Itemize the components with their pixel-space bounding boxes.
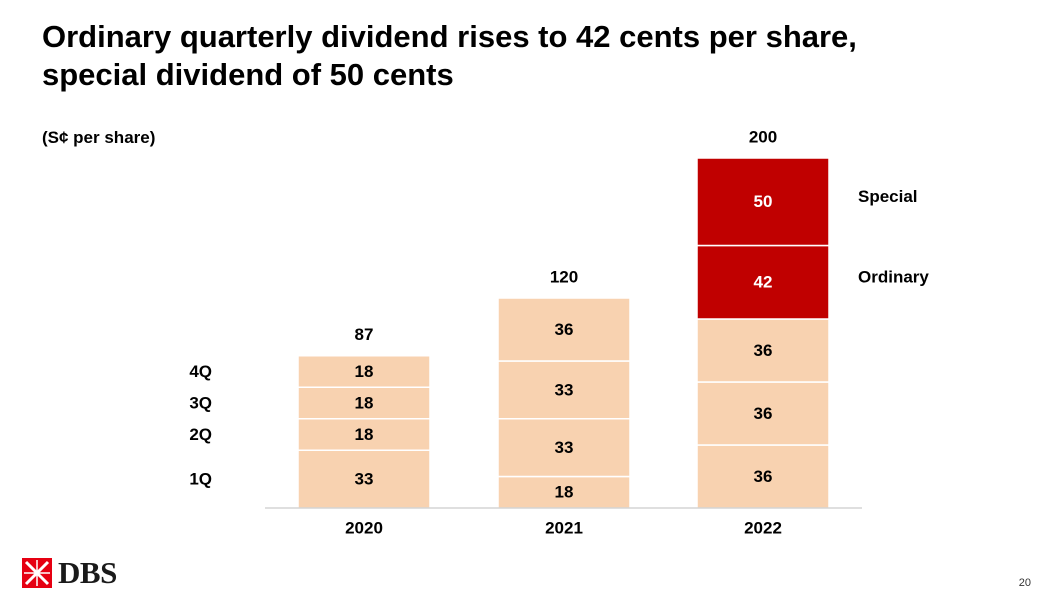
segment-value-label: 18 [355, 362, 374, 381]
segment-value-label: 18 [555, 483, 574, 502]
quarter-row-label: 4Q [189, 362, 212, 381]
bar-total-label: 120 [550, 267, 578, 286]
segment-value-label: 18 [355, 425, 374, 444]
bar-total-label: 200 [749, 127, 777, 146]
title-line-2: special dividend of 50 cents [42, 57, 454, 92]
bar-segment [696, 444, 830, 509]
bar-segment [696, 157, 830, 247]
unit-label: (S¢ per share) [42, 128, 156, 147]
bar-segment [297, 449, 431, 509]
segment-value-label: 42 [754, 273, 773, 292]
x-tick-label: 2021 [545, 518, 583, 537]
quarter-row-label: 2Q [189, 425, 212, 444]
title-line-1: Ordinary quarterly dividend rises to 42 … [42, 19, 857, 54]
bar-segment [297, 418, 431, 451]
x-tick-label: 2020 [345, 518, 383, 537]
segment-value-label: 18 [355, 393, 374, 412]
segment-value-label: 36 [555, 320, 574, 339]
segment-value-label: 33 [555, 438, 574, 457]
bar-segment [497, 418, 631, 478]
bar-segment [497, 360, 631, 420]
dbs-logo: DBS [22, 555, 117, 591]
callout-label: Special [858, 187, 918, 206]
segment-value-label: 36 [754, 404, 773, 423]
segment-value-label: 50 [754, 192, 773, 211]
x-tick-label: 2022 [744, 518, 782, 537]
bar-segment [297, 355, 431, 388]
segment-value-label: 36 [754, 341, 773, 360]
bar-total-label: 87 [355, 325, 374, 344]
segment-value-label: 36 [754, 467, 773, 486]
brand-name: DBS [58, 555, 117, 590]
segment-value-label: 33 [555, 380, 574, 399]
callout-label: Ordinary [858, 268, 929, 287]
bar-segment [497, 297, 631, 362]
slide-title: Ordinary quarterly dividend rises to 42 … [42, 18, 1022, 94]
page-number: 20 [1018, 577, 1031, 589]
quarter-row-label: 1Q [189, 470, 212, 489]
quarter-row-label: 3Q [189, 393, 212, 412]
dbs-star-icon [22, 558, 52, 588]
segment-value-label: 33 [355, 470, 374, 489]
bar-segment [696, 318, 830, 383]
bar-segment [696, 244, 830, 320]
